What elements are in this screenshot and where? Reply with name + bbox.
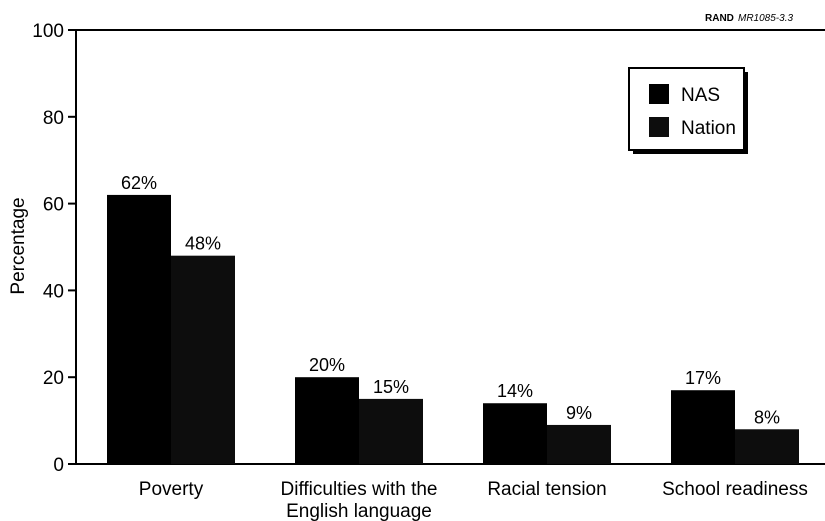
category-label-difficulties-with-the-english-language: Difficulties with the English language xyxy=(281,479,438,521)
category-label-racial-tension: Racial tension xyxy=(487,479,606,500)
data-labels: 62% 48% 20% 15% 14% 9% 17% 8% xyxy=(121,173,780,427)
legend-box xyxy=(628,67,745,151)
bar-nation-school-readiness xyxy=(735,429,799,464)
y-tick-label-0: 0 xyxy=(53,455,64,476)
bar-nation-difficulties-with-the-english-language xyxy=(359,398,423,464)
legend-swatch-nas xyxy=(649,84,669,104)
legend-label-nas: NAS xyxy=(681,85,720,106)
bar-nas-poverty xyxy=(107,194,171,465)
data-label-nas-school-readiness: 17% xyxy=(685,368,721,388)
bar-nas-racial-tension xyxy=(483,403,547,464)
category-labels: Poverty Difficulties with the English lang… xyxy=(139,479,808,521)
legend-swatch-nation xyxy=(649,117,669,137)
y-tick-label-40: 40 xyxy=(43,281,64,302)
y-tick-label-100: 100 xyxy=(32,21,64,42)
data-label-nas-poverty: 62% xyxy=(121,173,157,193)
data-label-nas-difficulties-with-the-english-language: 20% xyxy=(309,355,345,375)
y-tick-label-80: 80 xyxy=(43,108,64,129)
data-label-nas-racial-tension: 14% xyxy=(497,381,533,401)
bar-nas-school-readiness xyxy=(671,390,735,464)
data-label-nation-school-readiness: 8% xyxy=(754,407,780,427)
legend: NAS Nation xyxy=(628,67,748,154)
bar-nation-poverty xyxy=(171,255,235,464)
credit-code: MR1085-3.3 xyxy=(738,13,793,24)
category-label-poverty: Poverty xyxy=(139,479,204,500)
y-tick-label-20: 20 xyxy=(43,368,64,389)
data-label-nation-racial-tension: 9% xyxy=(566,403,592,423)
bar-nas-difficulties-with-the-english-language xyxy=(295,377,359,464)
bars xyxy=(107,194,799,465)
category-label-school-readiness: School readiness xyxy=(662,479,808,500)
data-label-nation-poverty: 48% xyxy=(185,234,221,254)
credit-org: RAND xyxy=(705,13,734,24)
y-axis-title: Percentage xyxy=(8,197,29,294)
legend-label-nation: Nation xyxy=(681,118,736,139)
y-tick-label-60: 60 xyxy=(43,195,64,216)
bar-nation-racial-tension xyxy=(547,424,611,464)
data-label-nation-difficulties-with-the-english-language: 15% xyxy=(373,377,409,397)
